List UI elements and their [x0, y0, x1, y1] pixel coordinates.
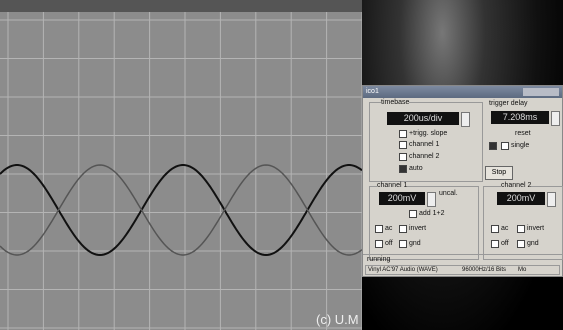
dialog-window: ico1 timebase 200us/div +trigg. slope ch…: [362, 85, 563, 277]
stop-button[interactable]: Stop: [485, 166, 513, 180]
checkbox[interactable]: [375, 225, 383, 233]
screen: (c) U.M ico1 timebase 200us/div +trigg. …: [0, 0, 563, 330]
checkbox[interactable]: [517, 225, 525, 233]
scope-top-bar: [0, 0, 362, 12]
copyright: (c) U.M: [316, 312, 359, 327]
checkbox-label: +trigg. slope: [409, 130, 447, 137]
checkbox-label: ac: [385, 225, 392, 232]
checkbox-label: invert: [527, 225, 544, 232]
checkbox-label: ac: [501, 225, 508, 232]
checkbox[interactable]: [517, 240, 525, 248]
checkbox-label: auto: [409, 165, 423, 172]
trigger-display: 7.208ms: [491, 111, 549, 124]
checkbox-label: gnd: [527, 240, 539, 247]
checkbox-label: off: [501, 240, 509, 247]
checkbox[interactable]: [409, 210, 417, 218]
group-label: channel 2: [501, 182, 531, 189]
window-title: ico1: [366, 88, 379, 95]
checkbox[interactable]: [491, 225, 499, 233]
checkbox-label: invert: [409, 225, 426, 232]
checkbox-label: add 1+2: [419, 210, 445, 217]
spinner[interactable]: [547, 192, 556, 207]
checkbox[interactable]: [375, 240, 383, 248]
channel2-display: 200mV: [497, 192, 545, 205]
spinner[interactable]: [551, 111, 560, 126]
separator: [363, 254, 562, 255]
status-bar: Vinyl AC'97 Audio (WAVE) 96000Hz/16 Bits…: [365, 265, 560, 275]
channel1-display: 200mV: [379, 192, 425, 205]
checkbox-label: channel 2: [409, 153, 439, 160]
spinner[interactable]: [427, 192, 436, 207]
group-label: channel 1: [377, 182, 407, 189]
status-device: Vinyl AC'97 Audio (WAVE): [368, 267, 438, 273]
button-label[interactable]: reset: [515, 130, 531, 137]
checkbox[interactable]: [399, 130, 407, 138]
checkbox[interactable]: [399, 225, 407, 233]
checkbox-label: off: [385, 240, 393, 247]
status-state: running: [367, 256, 390, 263]
status-format: 96000Hz/16 Bits: [462, 267, 506, 273]
checkbox-label: channel 1: [409, 141, 439, 148]
checkbox[interactable]: [399, 141, 407, 149]
group-label: timebase: [381, 99, 409, 106]
uncal-label: uncal.: [439, 190, 458, 197]
status-mode: Mo: [518, 267, 526, 273]
checkbox[interactable]: [491, 240, 499, 248]
checkbox[interactable]: [399, 240, 407, 248]
window-buttons[interactable]: [523, 88, 559, 96]
group-label: trigger delay: [489, 100, 528, 107]
indicator: [489, 142, 497, 150]
spinner[interactable]: [461, 112, 470, 127]
checkbox-label: gnd: [409, 240, 421, 247]
checkbox[interactable]: [399, 165, 407, 173]
title-bar: ico1: [363, 86, 562, 98]
checkbox[interactable]: [501, 142, 509, 150]
checkbox-label: single: [511, 142, 529, 149]
scope-display: (c) U.M: [0, 0, 362, 330]
checkbox[interactable]: [399, 153, 407, 161]
timebase-display: 200us/div: [387, 112, 459, 125]
